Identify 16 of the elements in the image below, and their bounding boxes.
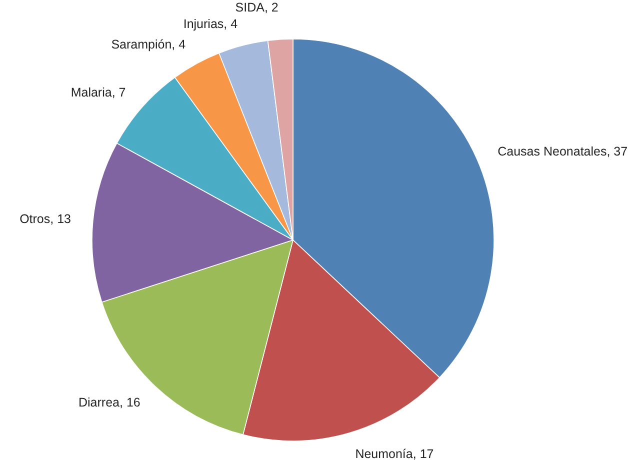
slice-label: Injurias: [183, 17, 224, 32]
slice-label: Causas Neonatales: [498, 144, 607, 158]
slice-label: Sarampión: [111, 38, 172, 52]
data-label: , 13: [50, 212, 72, 226]
data-label: , 2: [264, 0, 278, 14]
data-label: , 16: [119, 396, 140, 410]
slice-label: Otros: [20, 212, 50, 226]
data-label: , 17: [412, 447, 434, 462]
data-label: , 7: [112, 86, 126, 100]
slice-label: SIDA: [235, 0, 266, 14]
data-label: , 37: [606, 144, 628, 158]
slice-label: Malaria: [70, 86, 112, 100]
slice-label: Diarrea: [78, 396, 120, 410]
data-label: , 4: [224, 17, 238, 32]
slice-label: Neumonía: [355, 447, 413, 462]
data-label: , 4: [172, 38, 186, 52]
